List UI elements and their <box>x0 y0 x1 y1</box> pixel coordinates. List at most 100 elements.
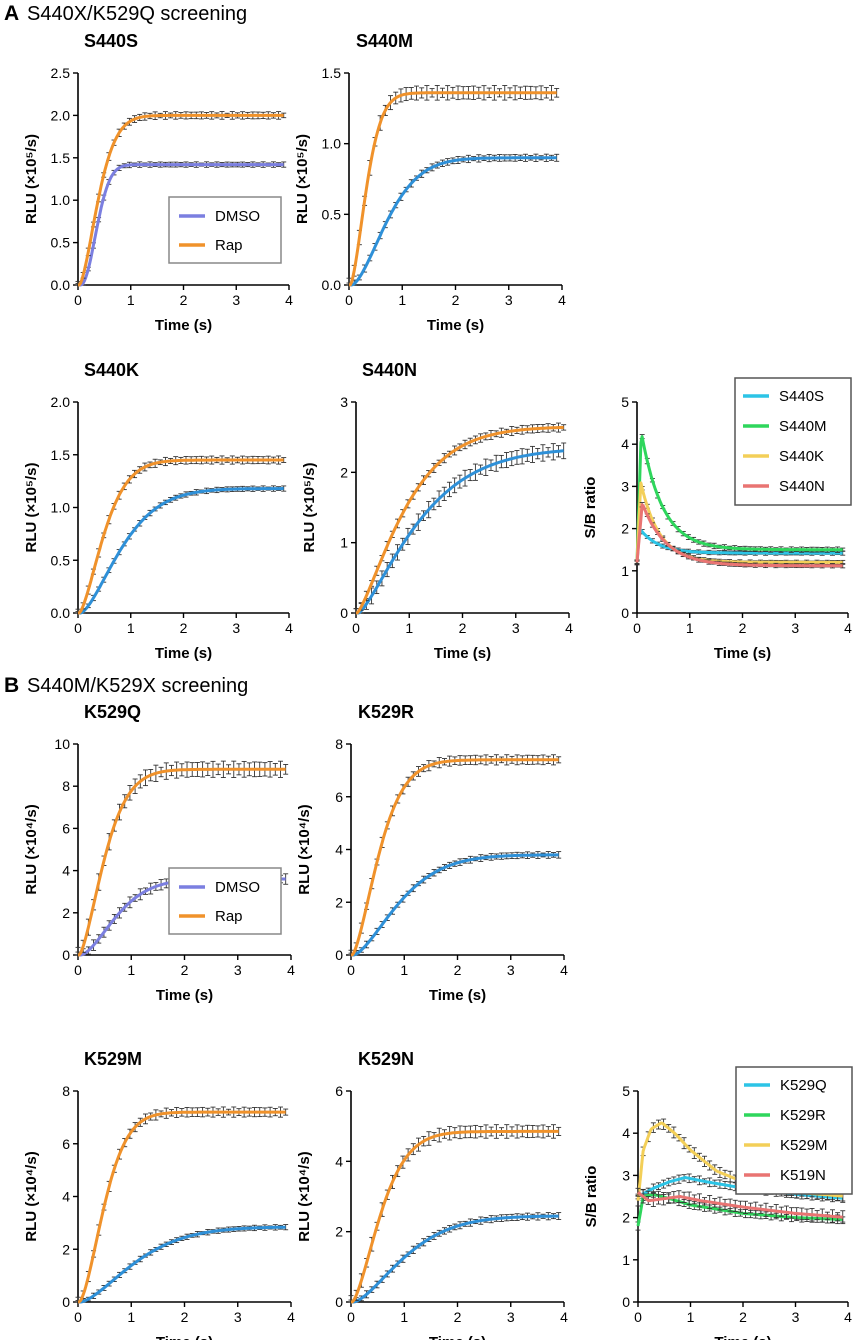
x-tick-label: 1 <box>127 962 135 978</box>
x-tick-label: 3 <box>232 620 240 636</box>
y-tick-label: 2.0 <box>51 394 71 410</box>
x-tick-label: 3 <box>234 962 242 978</box>
series-s440n <box>634 502 846 569</box>
x-tick-label: 0 <box>74 292 82 308</box>
y-tick-label: 1 <box>340 535 348 551</box>
y-tick-label: 0 <box>622 1294 630 1310</box>
y-tick-label: 0.0 <box>51 277 71 293</box>
series-line <box>355 449 564 615</box>
chart-title: S440S <box>84 31 138 51</box>
x-tick-label: 2 <box>180 620 188 636</box>
series-dmso <box>75 161 287 287</box>
x-tick-label: 3 <box>791 620 799 636</box>
x-tick-label: 3 <box>234 1309 242 1325</box>
legend: DMSO Rap <box>168 196 282 264</box>
chart-title: K529R <box>358 702 414 722</box>
panel-a-letter: A <box>4 2 19 25</box>
legend-label: S440K <box>779 448 824 465</box>
x-tick-label: 1 <box>398 292 406 308</box>
chart-a2: S440M 0.0 0.5 1.0 1.5 0 1 2 3 4 Time (s) RLU (×10⁵/… <box>294 31 566 334</box>
y-tick-label: 0.0 <box>322 277 342 293</box>
y-axis-label: RLU (×10⁴/s) <box>296 804 313 894</box>
y-axis-label: RLU (×10⁴/s) <box>296 1151 313 1241</box>
y-tick-label: 2.0 <box>51 107 71 123</box>
legend-label: DMSO <box>215 879 260 896</box>
x-tick-label: 3 <box>232 292 240 308</box>
x-axis-label: Time (s) <box>714 1334 771 1340</box>
y-axis-label: RLU (×10⁵/s) <box>23 134 40 224</box>
x-tick-label: 0 <box>74 1309 82 1325</box>
x-tick-label: 3 <box>792 1309 800 1325</box>
y-tick-label: 0 <box>335 947 343 963</box>
y-tick-label: 4 <box>335 842 343 858</box>
series-k519n <box>635 1187 846 1225</box>
legend-label: K529M <box>780 1137 828 1154</box>
y-tick-label: 0.0 <box>51 605 71 621</box>
x-tick-label: 4 <box>285 292 293 308</box>
x-tick-label: 2 <box>739 1309 747 1325</box>
x-axis-label: Time (s) <box>434 645 491 662</box>
x-tick-label: 2 <box>181 962 189 978</box>
y-tick-label: 5 <box>621 394 629 410</box>
x-tick-label: 4 <box>560 962 568 978</box>
chart-grid: S440S 0.0 0.5 1.0 1.5 2.0 2.5 0 1 2 3 4 Time (s) RLU … <box>23 31 853 1340</box>
series-line <box>77 1110 286 1304</box>
x-axis-label: Time (s) <box>156 1334 213 1340</box>
x-tick-label: 0 <box>74 620 82 636</box>
x-axis-label: Time (s) <box>427 317 484 334</box>
y-tick-label: 6 <box>335 1083 343 1099</box>
y-tick-label: 10 <box>54 736 70 752</box>
series-line <box>350 853 559 957</box>
y-tick-label: 0 <box>62 947 70 963</box>
x-tick-label: 2 <box>459 620 467 636</box>
legend: S440S S440M S440K S440N <box>734 377 852 506</box>
series-dmso <box>353 442 567 615</box>
legend-label: K529Q <box>780 1077 827 1094</box>
series-line <box>635 503 843 568</box>
series-dmso <box>75 1224 289 1304</box>
y-tick-label: 4 <box>62 863 70 879</box>
chart-b1: K529Q 0 2 4 6 8 10 0 1 2 3 4 Time (s) RLU (×10⁴/s) DMS… <box>23 702 295 1004</box>
y-tick-label: 3 <box>622 1167 630 1183</box>
x-tick-label: 1 <box>127 292 135 308</box>
x-tick-label: 0 <box>347 1309 355 1325</box>
series-dmso <box>75 485 287 615</box>
series-line <box>350 1129 559 1304</box>
y-axis-label: RLU (×10⁵/s) <box>23 463 40 553</box>
x-tick-label: 1 <box>687 1309 695 1325</box>
series-line <box>77 1225 286 1304</box>
panel-a-header: A S440X/K529Q screening <box>4 2 247 25</box>
legend: K529Q K529R K529M K519N <box>735 1066 853 1195</box>
series-line <box>77 113 284 287</box>
x-axis-label: Time (s) <box>155 317 212 334</box>
chart-a3: S440K 0.0 0.5 1.0 1.5 2.0 0 1 2 3 4 Time (s) RLU (×1… <box>23 360 293 662</box>
x-tick-label: 1 <box>405 620 413 636</box>
y-axis-label: RLU (×10⁵/s) <box>294 134 311 224</box>
panel-b-header: B S440M/K529X screening <box>4 674 248 697</box>
legend-label: K519N <box>780 1167 826 1184</box>
series-rap <box>75 760 289 957</box>
x-tick-label: 1 <box>400 1309 408 1325</box>
x-tick-label: 1 <box>400 962 408 978</box>
chart-title: S440K <box>84 360 139 380</box>
x-tick-label: 0 <box>634 1309 642 1325</box>
x-tick-label: 2 <box>180 292 188 308</box>
series-dmso <box>348 1212 562 1304</box>
legend-box <box>734 377 852 506</box>
y-tick-label: 0.5 <box>51 235 71 251</box>
x-axis-label: Time (s) <box>155 645 212 662</box>
chart-title: S440N <box>362 360 417 380</box>
x-tick-label: 2 <box>739 620 747 636</box>
chart-b4: K529N 0 2 4 6 0 1 2 3 4 Time (s) RLU (×10⁴/s) <box>296 1049 568 1340</box>
y-tick-label: 6 <box>62 1136 70 1152</box>
panel-b-title: S440M/K529X screening <box>27 675 248 697</box>
series-rap <box>348 1124 562 1304</box>
legend-label: DMSO <box>215 208 260 225</box>
y-tick-label: 1.0 <box>51 192 71 208</box>
x-tick-label: 4 <box>285 620 293 636</box>
x-tick-label: 4 <box>844 620 852 636</box>
y-axis-label: S/B ratio <box>582 477 599 539</box>
